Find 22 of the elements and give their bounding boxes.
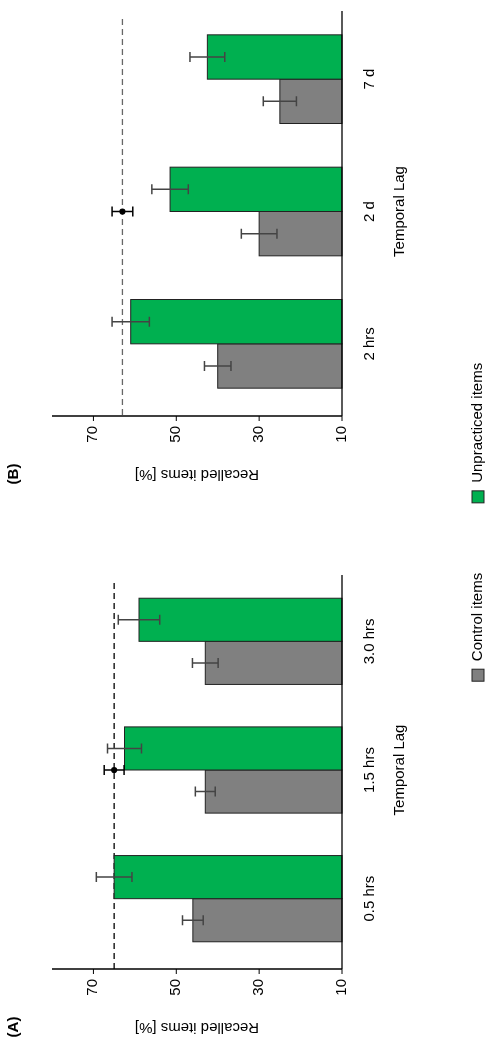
y-tick-label: 2 d	[359, 201, 377, 222]
x-tick-label: 70	[83, 426, 101, 443]
x-tick-label: 10	[331, 979, 349, 996]
x-tick-label: 30	[249, 426, 267, 443]
y-tick-label: 3.0 hrs	[359, 618, 377, 665]
text: Control items	[467, 572, 485, 662]
y-tick-label: 0.5 hrs	[359, 875, 377, 922]
y-tick-label: 2 hrs	[359, 327, 377, 361]
x-tick-label: 50	[166, 426, 184, 443]
x-axis-title: Recalled items [%]	[134, 467, 260, 485]
text: Unpracticed items	[467, 362, 485, 483]
text: (A)	[3, 1016, 21, 1038]
x-tick-label: 30	[249, 979, 267, 996]
text: (B)	[3, 463, 21, 485]
y-axis-title: Temporal Lag	[389, 166, 407, 257]
y-tick-label: 1.5 hrs	[359, 747, 377, 793]
x-tick-label: 10	[331, 426, 349, 443]
y-axis-title: Temporal Lag	[389, 724, 407, 816]
x-axis-title: Recalled items [%]	[134, 1020, 260, 1038]
x-tick-label: 70	[83, 979, 101, 996]
y-tick-label: 7 d	[359, 68, 377, 90]
x-tick-label: 50	[166, 979, 184, 996]
